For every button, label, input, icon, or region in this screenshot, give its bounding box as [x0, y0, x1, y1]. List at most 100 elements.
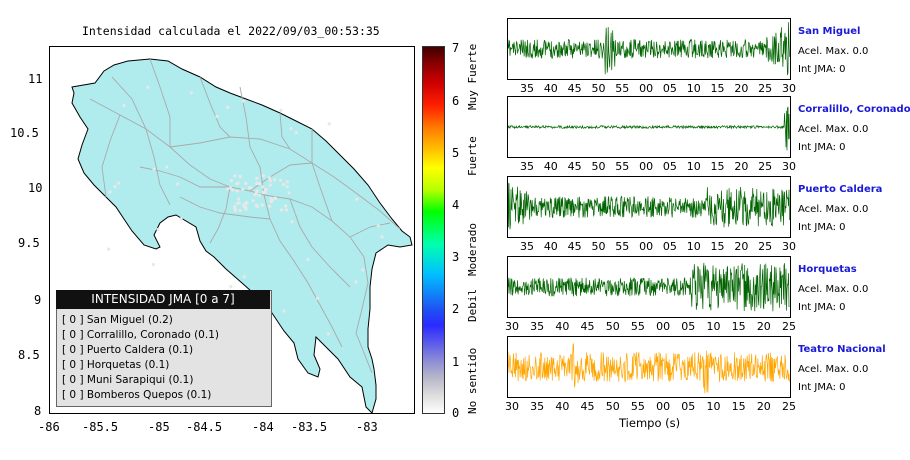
station-dot [156, 227, 160, 232]
station-dot [284, 208, 288, 212]
trace-tick: 45 [580, 400, 595, 413]
station-dot [255, 176, 259, 180]
station-dot [251, 199, 255, 203]
trace-panel[interactable] [507, 336, 791, 398]
x-tick: -84.5 [186, 420, 223, 434]
station-dot [361, 268, 365, 272]
station-accel: Acel. Max. 0.0 [798, 284, 869, 295]
trace-tick: 45 [567, 160, 582, 173]
trace-tick: 45 [567, 82, 582, 95]
trace-tick: 00 [656, 400, 671, 413]
station-dot [244, 207, 248, 212]
station-name: Corralillo, Coronado [798, 104, 910, 115]
trace-tick: 30 [782, 240, 796, 253]
trace-tick: 40 [555, 400, 570, 413]
trace-tick: 35 [530, 400, 545, 413]
station-dot [116, 181, 121, 185]
trace-tick: 10 [686, 240, 701, 253]
trace-tick: 40 [543, 82, 558, 95]
station-dot [226, 105, 230, 109]
station-dot [257, 193, 262, 197]
station-jma: Int JMA: 0 [798, 382, 846, 393]
station-dot [261, 174, 265, 178]
trace-tick: 20 [756, 320, 771, 333]
station-dot [165, 165, 169, 169]
trace-panel[interactable] [507, 18, 791, 80]
x-tick: -86 [38, 420, 60, 434]
station-dot [284, 204, 288, 208]
station-name: Teatro Nacional [798, 344, 886, 355]
station-dot [272, 178, 277, 182]
trace-tick: 00 [639, 160, 654, 173]
station-dot [244, 181, 248, 186]
trace-tick: 10 [706, 320, 721, 333]
station-dot [241, 99, 245, 103]
trace-tick: 20 [756, 400, 771, 413]
trace-panel[interactable] [507, 96, 791, 158]
station-dot [244, 200, 248, 205]
legend-item: [ 0 ] Horquetas (0.1) [62, 359, 170, 371]
trace-tick: 55 [615, 160, 630, 173]
station-dot [108, 190, 112, 194]
y-tick: 10 [28, 181, 43, 195]
x-tick: -83 [356, 420, 378, 434]
trace-tick: 50 [591, 160, 606, 173]
trace-tick: 00 [639, 240, 654, 253]
waveform [508, 342, 790, 394]
station-accel: Acel. Max. 0.0 [798, 364, 869, 375]
trace-tick: 10 [686, 160, 701, 173]
station-dot [176, 182, 180, 186]
intensity-colorbar [422, 46, 445, 414]
station-dot [238, 174, 242, 178]
trace-tick: 05 [662, 82, 677, 95]
station-dot [282, 182, 286, 187]
trace-panel[interactable] [507, 256, 791, 318]
legend-item: [ 0 ] Bomberos Quepos (0.1) [62, 389, 212, 401]
station-accel: Acel. Max. 0.0 [798, 204, 869, 215]
trace-tick: 45 [580, 320, 595, 333]
station-dot [113, 185, 117, 189]
station-dot [267, 176, 272, 180]
trace-tick: 30 [782, 82, 796, 95]
station-dot [316, 296, 320, 300]
legend-item: [ 0 ] San Miguel (0.2) [62, 314, 173, 326]
station-dot [273, 196, 277, 200]
colorbar-tick: 1 [452, 355, 460, 369]
station-dot [279, 108, 283, 112]
station-dot [244, 205, 248, 209]
trace-tick: 45 [567, 240, 582, 253]
station-dot [228, 186, 233, 190]
trace-tick: 55 [630, 400, 645, 413]
intensity-legend [56, 290, 272, 407]
x-tick: -85 [148, 420, 170, 434]
colorbar-tick: 6 [452, 94, 460, 108]
station-dot [268, 204, 272, 208]
trace-tick: 55 [615, 240, 630, 253]
trace-panel[interactable] [507, 176, 791, 238]
station-dot [229, 284, 233, 289]
trace-tick: 40 [543, 240, 558, 253]
station-dot [241, 187, 245, 191]
colorbar-label-moderado: Moderado [466, 223, 479, 276]
station-name: Puerto Caldera [798, 184, 883, 195]
station-dot [279, 208, 284, 212]
colorbar-label-fuerte: Fuerte [466, 136, 479, 176]
station-dot [287, 191, 291, 195]
station-dot [270, 198, 275, 202]
colorbar-tick: 7 [452, 41, 460, 55]
trace-tick: 10 [706, 400, 721, 413]
station-dot [152, 167, 156, 171]
trace-tick: 55 [630, 320, 645, 333]
legend-title: INTENSIDAD JMA [0 a 7] [56, 290, 270, 309]
station-dot [294, 130, 298, 135]
station-name: San Miguel [798, 26, 861, 37]
station-dot [260, 203, 264, 207]
station-name: Horquetas [798, 264, 857, 275]
trace-tick: 35 [530, 320, 545, 333]
station-dot [235, 201, 240, 206]
waveform [508, 22, 790, 76]
station-dot [233, 174, 237, 178]
station-accel: Acel. Max. 0.0 [798, 124, 869, 135]
station-dot [268, 179, 272, 183]
station-dot [255, 204, 259, 209]
